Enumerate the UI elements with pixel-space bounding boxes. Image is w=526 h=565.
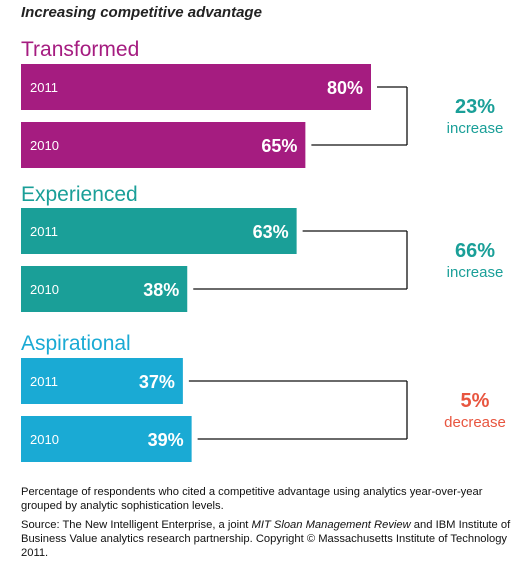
bar-chart: 2011 80% 2010 65% 23% increase 2011 63% 2010 38% 6… (21, 64, 506, 462)
bar-aspirational-2010 (21, 416, 192, 462)
change-value-transformed: 23% (455, 96, 495, 118)
change-text-transformed: increase (447, 120, 504, 137)
bar-year-label: 2011 (30, 224, 58, 239)
source-text-rest: and IBM Institute of Business Value anal… (21, 519, 511, 559)
bar-year-label: 2011 (30, 80, 58, 95)
bar-transformed-2011 (21, 64, 371, 110)
bar-value-label: 63% (253, 222, 289, 242)
bar-value-label: 65% (261, 136, 297, 156)
group-label-transformed: Transformed (21, 38, 140, 61)
change-value-experienced: 66% (455, 240, 495, 262)
bar-experienced-2010 (21, 266, 188, 312)
bar-transformed-2010 (21, 122, 306, 168)
bar-experienced-2011 (21, 208, 297, 254)
change-value-aspirational: 5% (461, 390, 490, 412)
change-text-aspirational: decrease (444, 414, 506, 431)
group-label-aspirational: Aspirational (21, 332, 131, 355)
change-text-experienced: increase (447, 264, 504, 281)
bar-value-label: 39% (148, 430, 184, 450)
bar-aspirational-2011 (21, 358, 183, 404)
footnote-description: Percentage of respondents who cited a co… (21, 486, 483, 512)
footnote-source: Source: The New Intelligent Enterprise, … (21, 518, 521, 560)
group-label-experienced: Experienced (21, 183, 138, 206)
chart-title: Increasing competitive advantage (21, 4, 262, 21)
source-publication: MIT Sloan Management Review (251, 519, 411, 531)
bar-year-label: 2010 (30, 138, 59, 153)
bar-value-label: 80% (327, 78, 363, 98)
bar-year-label: 2011 (30, 374, 58, 389)
footnote: Percentage of respondents who cited a co… (21, 485, 521, 565)
bar-value-label: 38% (143, 280, 179, 300)
bar-value-label: 37% (139, 372, 175, 392)
source-text: Source: The New Intelligent Enterprise, … (21, 519, 252, 531)
bar-year-label: 2010 (30, 432, 59, 447)
bar-year-label: 2010 (30, 282, 59, 297)
